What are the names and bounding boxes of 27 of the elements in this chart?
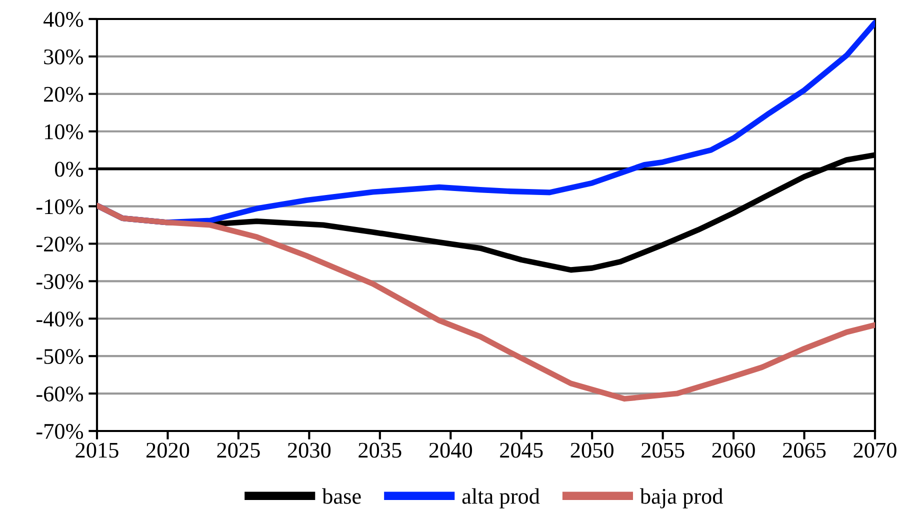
legend-label: baja prod — [640, 488, 723, 508]
x-tick-label: 2040 — [429, 442, 472, 458]
x-tick-label: 2055 — [642, 442, 684, 458]
y-tick-label: 0% — [55, 162, 84, 177]
y-tick-label: 20% — [44, 86, 84, 102]
x-tick-label: 2070 — [854, 442, 896, 458]
x-tick-label: 2065 — [783, 442, 826, 458]
legend-label: alta prod — [462, 488, 540, 508]
y-tick-label: -10% — [36, 199, 84, 214]
y-tick-label: -70% — [36, 424, 84, 439]
x-tick-label: 2025 — [217, 442, 260, 458]
x-tick-label: 2060 — [712, 442, 755, 458]
x-tick-label: 2045 — [500, 442, 543, 458]
y-tick-label: -40% — [36, 312, 84, 327]
x-tick-label: 2050 — [570, 442, 614, 458]
y-tick-label: -20% — [36, 236, 84, 252]
y-tick-label: -50% — [36, 349, 84, 364]
x-tick-label: 2035 — [358, 442, 402, 458]
y-tick-label: 10% — [45, 124, 84, 140]
y-tick-label: 30% — [44, 49, 84, 64]
y-tick-label: -30% — [36, 274, 84, 290]
x-tick-label: 2030 — [288, 442, 331, 458]
legend-label: base — [322, 488, 361, 504]
x-tick-label: 2015 — [76, 442, 118, 458]
x-tick-label: 2020 — [146, 442, 190, 458]
y-tick-label: -60% — [36, 386, 84, 402]
y-tick-label: 40% — [44, 12, 84, 27]
